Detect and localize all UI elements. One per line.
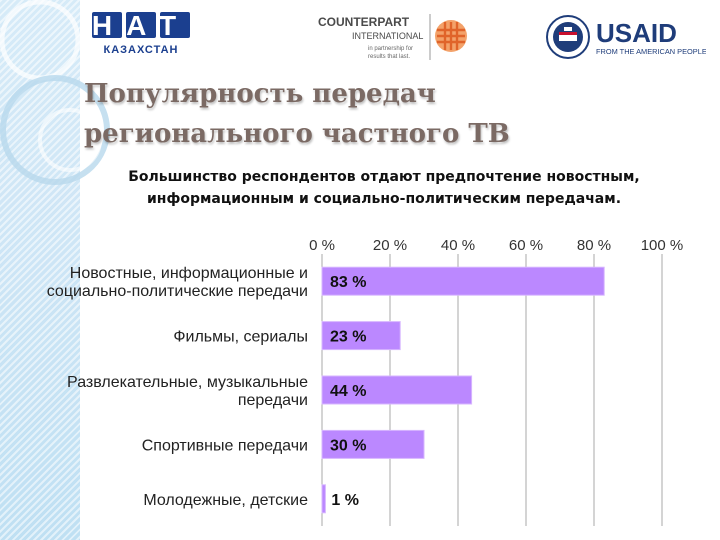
data-label: 23 % [330,329,366,346]
usaid-logo: USAID FROM THE AMERICAN PEOPLE [546,15,706,59]
x-tick-label: 80 % [577,237,611,254]
bar-chart: 0 % 20 % 40 % 60 % 80 % 100 % 83 % Новостные, и… [47,237,684,526]
x-tick-label: 60 % [509,237,543,254]
nat-logo-big-text: НАТ [92,10,190,41]
usaid-tagline: FROM THE AMERICAN PEOPLE [596,47,706,56]
bar [321,321,401,351]
counterpart-name: COUNTERPART [318,15,410,29]
counterpart-tagline-1: in partnership for [368,46,413,52]
bar [321,266,605,296]
usaid-seal-icon [546,15,590,59]
nat-kazakhstan-logo: НАТ КАЗАХСТАН [90,10,194,56]
decorative-swirl [0,0,110,185]
slide-title-line: регионального частного ТВ [84,119,510,149]
category-label: Молодежные, детские [143,492,308,509]
slide-subtitle: Большинство респондентов отдают предпочт… [84,166,684,210]
slide-subtitle-line: информационным и социально-политическим … [146,191,622,207]
slide-subtitle-line: Большинство респондентов отдают предпочт… [128,169,640,185]
bar [321,484,326,514]
slide-title-line: Популярность передач [84,79,436,109]
bar [321,429,425,459]
usaid-name: USAID [596,18,677,48]
x-tick-label: 0 % [309,237,335,254]
data-label: 30 % [330,437,366,454]
counterpart-emblem-icon [435,20,467,52]
nat-logo-small-text: КАЗАХСТАН [104,44,179,56]
decorative-stripes [0,0,80,540]
category-label: передачи [238,392,308,409]
category-label: Спортивные передачи [142,437,308,454]
category-label: Новостные, информационные и [70,265,308,282]
data-label: 44 % [330,383,366,400]
category-label: Фильмы, сериалы [173,329,308,346]
data-label: 1 % [331,492,359,509]
category-label: Развлекательные, музыкальные [67,374,308,391]
counterpart-sub: INTERNATIONAL [352,31,423,41]
bar [321,375,473,405]
category-label: социально-политические передачи [47,283,308,300]
x-tick-label: 40 % [441,237,475,254]
x-tick-label: 20 % [373,237,407,254]
x-tick-label: 100 % [641,237,684,254]
counterpart-international-logo: COUNTERPART INTERNATIONAL in partnership… [318,14,467,60]
slide-title: Популярность передач регионального частн… [84,74,510,154]
data-label: 83 % [330,274,366,291]
counterpart-tagline-2: results that last. [368,54,410,60]
